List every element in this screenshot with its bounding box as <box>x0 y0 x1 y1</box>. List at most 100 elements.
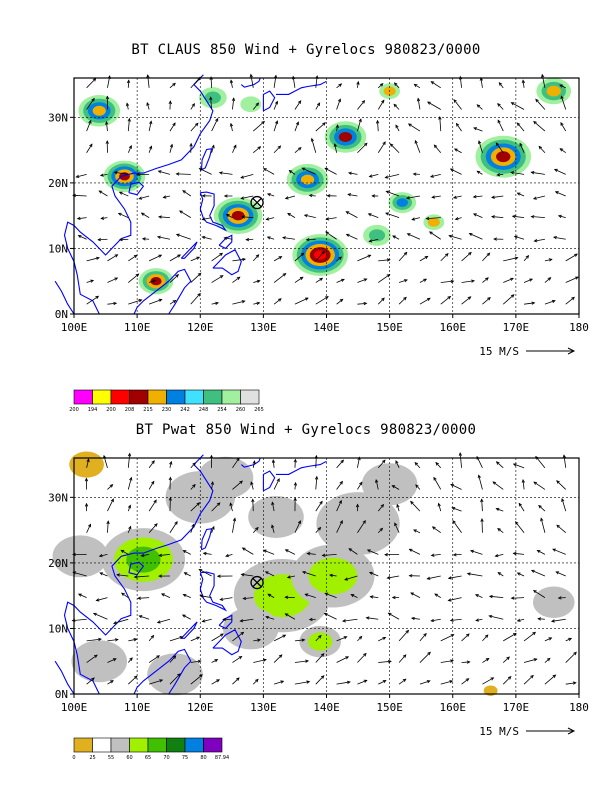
panel1-shade-11-2 <box>546 85 561 97</box>
panel2-shade-4-0 <box>147 653 203 696</box>
panel1-shade-8-2 <box>396 198 408 207</box>
panel1-coast-8 <box>262 90 276 112</box>
panel2-legend-label-3: 60 <box>126 755 132 761</box>
panel2-shade-9-1 <box>308 632 333 651</box>
panel2-legend-swatch-0 <box>73 737 93 753</box>
panel2-xtick-0: 100E <box>61 701 88 714</box>
panel1-legend-label-4: 215 <box>143 407 153 413</box>
panel2-coast-11 <box>180 621 198 639</box>
panel1-legend-swatch-2 <box>110 389 130 405</box>
panel1-shade-10-4 <box>496 151 511 163</box>
panel1-xtick-2: 120E <box>187 321 214 334</box>
panel1-coast-7 <box>54 280 75 315</box>
panel1-shade-2-3 <box>150 277 162 286</box>
panel2-legend-label-5: 70 <box>163 755 169 761</box>
panel2-shade-2-0 <box>52 535 109 578</box>
panel1-shade-0-3 <box>92 105 106 116</box>
panel2-legend-swatch-4 <box>147 737 167 753</box>
panel2-shade-1-2 <box>126 546 161 573</box>
panel1-shading <box>78 78 572 295</box>
panel2-ytick-2: 20N <box>48 557 68 570</box>
panel1-legend-swatch-6 <box>184 389 204 405</box>
panel1-xtick-4: 140E <box>313 321 340 334</box>
panel1-legend-label-7: 248 <box>199 407 209 413</box>
panel2-shade-3-0 <box>71 640 128 683</box>
panel1-xtick-8: 180 <box>569 321 589 334</box>
panel1-coastline <box>54 74 327 315</box>
panel2-coast-3 <box>199 571 228 612</box>
panel1-ytick-2: 20N <box>48 177 68 190</box>
panel1-shade-13-1 <box>204 91 221 104</box>
panel1-map: 100E 110E 120E 130E 140E 150E 160E 170E 180 0N 10N… <box>48 73 589 413</box>
panel1-legend-label-9: 260 <box>236 407 246 413</box>
panel1-legend-label-5: 230 <box>162 407 172 413</box>
panel1-xtick-5: 150E <box>376 321 403 334</box>
panel2-coast-4 <box>212 629 242 656</box>
panel2-legend-swatch-6 <box>184 737 204 753</box>
panel1-legend-swatch-0 <box>73 389 93 405</box>
panel1-xtick-7: 170E <box>503 321 530 334</box>
panel2-legend-swatch-2 <box>110 737 130 753</box>
panel1-ref-vector-label: 15 M/S <box>479 345 519 358</box>
panel2-xtick-8: 180 <box>569 701 589 714</box>
panel1-legend-label-2: 200 <box>106 407 116 413</box>
panel1-title: BT CLAUS 850 Wind + Gyrelocs 980823/0000 <box>131 42 481 58</box>
panel1-grid <box>74 78 579 314</box>
panel1-shade-7-1 <box>368 229 386 242</box>
panel2-legend-label-8: 87.94 <box>215 755 229 761</box>
panel2-ytick-3: 30N <box>48 491 68 504</box>
panel2-shade-6-0 <box>197 456 254 499</box>
panel2-legend-label-2: 55 <box>108 755 114 761</box>
panel2-shade-10-0 <box>316 492 400 556</box>
panel2-coast-7 <box>54 660 75 695</box>
panel2-xtick-1: 110E <box>124 701 151 714</box>
panel1-ytick-0: 0N <box>55 308 68 321</box>
panel1-shade-14-0 <box>240 96 262 113</box>
panel2-legend-swatch-3 <box>129 737 149 753</box>
panel2-legend-label-1: 25 <box>89 755 95 761</box>
panel2-xtick-4: 140E <box>313 701 340 714</box>
panel1-shade-5-3 <box>300 174 315 185</box>
panel2-coast-0 <box>63 454 214 695</box>
panel2-map: 100E 110E 120E 130E 140E 150E 160E 170E 180 0N 10N… <box>48 451 589 761</box>
panel2-ytick-0: 0N <box>55 688 68 701</box>
panel1-xtick-1: 110E <box>124 321 151 334</box>
panel2-title: BT Pwat 850 Wind + Gyrelocs 980823/0000 <box>135 422 477 438</box>
panel1-wind-vectors <box>72 73 579 306</box>
panel1-legend-swatch-1 <box>92 389 112 405</box>
panel1-legend-label-1: 194 <box>88 407 98 413</box>
panel1-ytick-3: 30N <box>48 111 68 124</box>
panel2-coastline <box>54 454 327 695</box>
panel2-legend-label-4: 65 <box>145 755 151 761</box>
panel1-coast-3 <box>199 191 228 232</box>
panel2-xtick-7: 170E <box>503 701 530 714</box>
panel1-legend-swatch-8 <box>221 389 241 405</box>
panel2-coast-9 <box>276 460 327 475</box>
panel1-coast-4 <box>212 249 242 276</box>
panel1-coast-11 <box>180 241 198 259</box>
panel2-xtick-6: 160E <box>440 701 467 714</box>
panel1-legend-label-3: 208 <box>125 407 135 413</box>
panel2-legend-label-0: 0 <box>72 755 75 761</box>
panel1-coast-10 <box>240 77 261 88</box>
panel1-legend: 200 194 200 208 215 230 242 248 254 260 265 <box>69 389 264 413</box>
panel2-legend: 0 25 55 60 65 70 75 80 87.94 <box>72 737 229 761</box>
panel2-shade-11-0 <box>361 463 418 506</box>
panel2-legend-swatch-5 <box>166 737 186 753</box>
panel2-coast-1 <box>200 528 213 551</box>
panel2-shade-15-0 <box>483 685 498 696</box>
panel2-xtick-3: 130E <box>250 701 277 714</box>
panel1-shade-3-4 <box>231 210 245 221</box>
panel1-legend-swatch-5 <box>166 389 186 405</box>
panel1-legend-label-0: 200 <box>69 407 79 413</box>
panel1-legend-swatch-4 <box>147 389 167 405</box>
panel2-gyre-marker <box>250 575 264 590</box>
panel2-legend-swatch-1 <box>92 737 112 753</box>
panel2-coast-6 <box>133 648 192 695</box>
panel1-xtick-3: 130E <box>250 321 277 334</box>
panel1-xtick-6: 160E <box>440 321 467 334</box>
panel1-legend-swatch-9 <box>240 389 260 405</box>
panel2-coast-8 <box>262 470 276 492</box>
panel2-ytick-1: 10N <box>48 622 68 635</box>
